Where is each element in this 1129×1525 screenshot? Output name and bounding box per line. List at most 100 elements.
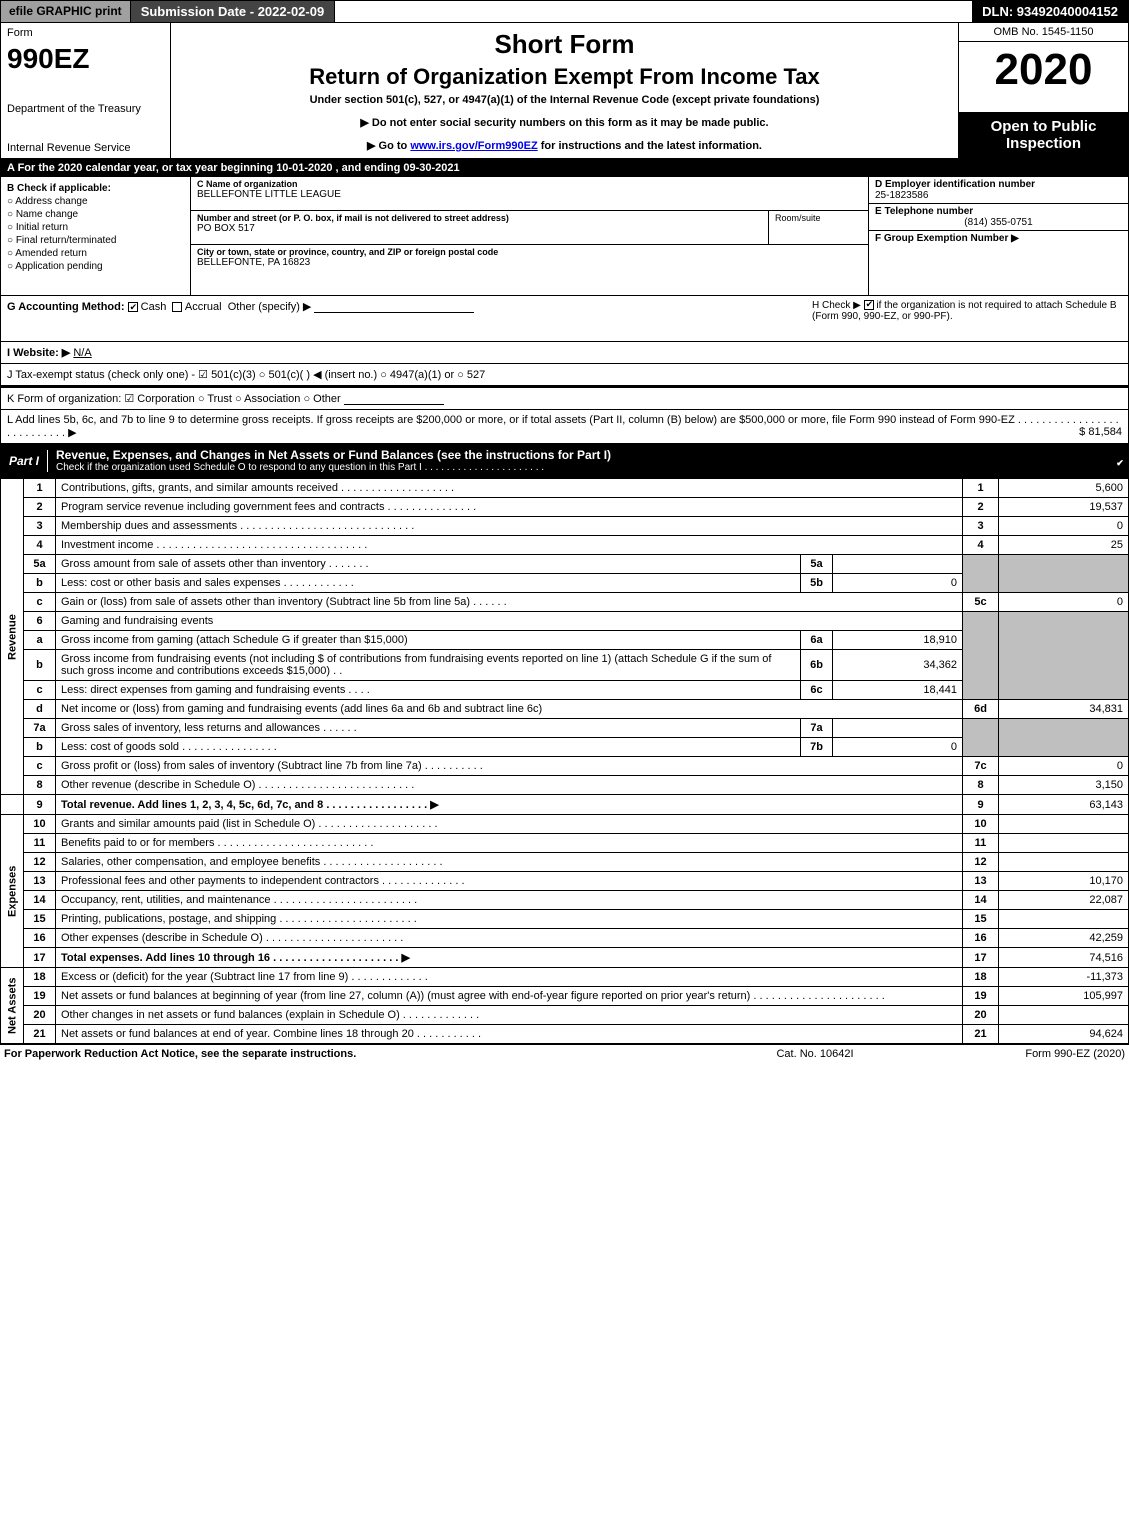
other-label: Other (specify) ▶ [228,301,312,313]
l21-val: 94,624 [999,1025,1129,1044]
l11-num: 11 [24,834,56,853]
other-specify-blank[interactable] [314,301,474,313]
l19-ref: 19 [963,987,999,1006]
i-label: I Website: ▶ [7,347,70,359]
phone-value: (814) 355-0751 [875,217,1122,228]
l7a-desc: Gross sales of inventory, less returns a… [56,719,801,738]
part-i-label: Part I [1,450,48,472]
l8-val: 3,150 [999,776,1129,795]
l7c-desc: Gross profit or (loss) from sales of inv… [56,757,963,776]
form-number: 990EZ [7,43,164,75]
l18-num: 18 [24,968,56,987]
chk-final-return[interactable]: Final return/terminated [7,235,184,246]
side-revenue: Revenue [1,479,24,795]
accrual-label: Accrual [185,301,222,313]
l6-num: 6 [24,612,56,631]
part-i-subtitle: Check if the organization used Schedule … [56,462,1102,473]
side-expenses: Expenses [1,815,24,968]
l5-val-grey [999,555,1129,593]
efile-print-button[interactable]: efile GRAPHIC print [1,1,131,22]
irs-link[interactable]: www.irs.gov/Form990EZ [410,140,537,152]
directive-suffix: for instructions and the latest informat… [541,140,762,152]
l6a-subval: 18,910 [833,631,963,650]
row-g-h: G Accounting Method: Cash Accrual Other … [0,296,1129,342]
l14-val: 22,087 [999,891,1129,910]
l7b-subln: 7b [801,738,833,757]
l6a-subln: 6a [801,631,833,650]
l10-ref: 10 [963,815,999,834]
l13-desc: Professional fees and other payments to … [56,872,963,891]
chk-accrual[interactable] [172,302,182,312]
part-i-table: Revenue 1 Contributions, gifts, grants, … [0,478,1129,1044]
dept-irs: Internal Revenue Service [7,142,164,154]
addr-label: Number and street (or P. O. box, if mail… [197,213,762,223]
submission-date: Submission Date - 2022-02-09 [131,1,336,22]
col-c-name-address: C Name of organization BELLEFONTE LITTLE… [191,177,868,295]
tax-year: 2020 [959,42,1128,98]
chk-address-change[interactable]: Address change [7,196,184,207]
f-label: F Group Exemption Number ▶ [875,233,1122,244]
l5a-desc: Gross amount from sale of assets other t… [56,555,801,574]
room-label: Room/suite [775,213,821,223]
l5c-desc: Gain or (loss) from sale of assets other… [56,593,963,612]
org-name-cell: C Name of organization BELLEFONTE LITTLE… [191,177,868,210]
line-6a: a Gross income from gaming (attach Sched… [1,631,1129,650]
l17-ref: 17 [963,948,999,968]
part-i-title: Revenue, Expenses, and Changes in Net As… [48,444,1110,477]
chk-cash[interactable] [128,302,138,312]
l10-num: 10 [24,815,56,834]
l6-ref-grey [963,612,999,700]
form-label: Form [7,27,164,39]
line-5b: b Less: cost or other basis and sales ex… [1,574,1129,593]
side-net-assets: Net Assets [1,968,24,1044]
directive-ssn: ▶ Do not enter social security numbers o… [179,116,950,129]
l5c-num: c [24,593,56,612]
l15-num: 15 [24,910,56,929]
l21-ref: 21 [963,1025,999,1044]
dln-number: DLN: 93492040004152 [972,1,1128,22]
dept-treasury: Department of the Treasury [7,103,164,115]
line-6: 6 Gaming and fundraising events [1,612,1129,631]
city-label: City or town, state or province, country… [197,247,862,257]
part-i-title-text: Revenue, Expenses, and Changes in Net As… [56,448,611,462]
header-middle: Short Form Return of Organization Exempt… [171,23,958,158]
l4-desc: Investment income . . . . . . . . . . . … [56,536,963,555]
l5b-num: b [24,574,56,593]
l7c-num: c [24,757,56,776]
top-bar: efile GRAPHIC print Submission Date - 20… [0,0,1129,23]
line-18: Net Assets 18 Excess or (deficit) for th… [1,968,1129,987]
line-7b: b Less: cost of goods sold . . . . . . .… [1,738,1129,757]
col-b-checkboxes: B Check if applicable: Address change Na… [1,177,191,295]
short-form-title: Short Form [179,29,950,60]
part-i-header: Part I Revenue, Expenses, and Changes in… [0,444,1129,478]
l-amount: $ 81,584 [1079,426,1122,438]
l7c-ref: 7c [963,757,999,776]
l6d-desc: Net income or (loss) from gaming and fun… [56,700,963,719]
chk-schedule-b[interactable] [864,300,874,310]
l5a-num: 5a [24,555,56,574]
under-section: Under section 501(c), 527, or 4947(a)(1)… [179,94,950,106]
chk-name-change[interactable]: Name change [7,209,184,220]
l6d-ref: 6d [963,700,999,719]
l6c-subln: 6c [801,681,833,700]
chk-amended-return[interactable]: Amended return [7,248,184,259]
line-5a: 5a Gross amount from sale of assets othe… [1,555,1129,574]
line-16: 16 Other expenses (describe in Schedule … [1,929,1129,948]
org-name: BELLEFONTE LITTLE LEAGUE [197,189,862,200]
directive-prefix: ▶ Go to [367,140,410,152]
l6b-subval: 34,362 [833,650,963,681]
chk-application-pending[interactable]: Application pending [7,261,184,272]
l19-desc: Net assets or fund balances at beginning… [56,987,963,1006]
l15-ref: 15 [963,910,999,929]
k-other-blank[interactable] [344,393,444,405]
row-k-org-form: K Form of organization: ☑ Corporation ○ … [0,386,1129,410]
l2-desc: Program service revenue including govern… [56,498,963,517]
j-text: J Tax-exempt status (check only one) - ☑… [7,369,485,381]
l3-desc: Membership dues and assessments . . . . … [56,517,963,536]
group-exemption-cell: F Group Exemption Number ▶ [869,231,1128,295]
l5-ref-grey [963,555,999,593]
l13-ref: 13 [963,872,999,891]
topbar-spacer [335,1,972,22]
chk-initial-return[interactable]: Initial return [7,222,184,233]
part-i-check[interactable] [1110,454,1128,468]
